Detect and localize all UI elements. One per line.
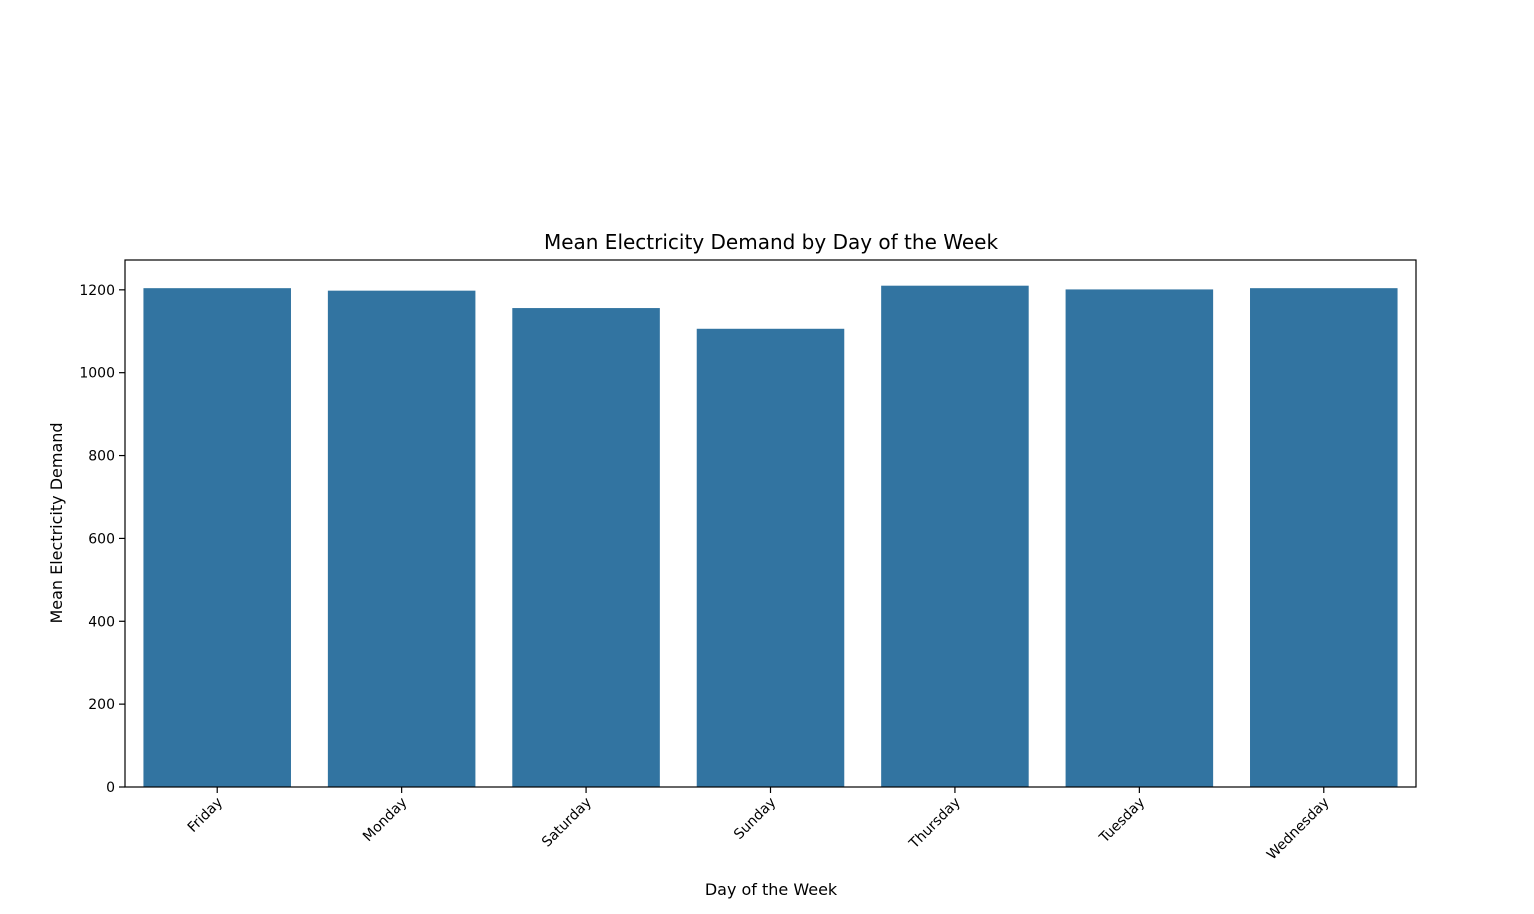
chart-title: Mean Electricity Demand by Day of the We… xyxy=(544,230,998,254)
bars-layer xyxy=(143,285,1398,787)
bar-friday xyxy=(143,288,291,787)
bar-tuesday xyxy=(1065,289,1214,787)
y-tick-label: 200 xyxy=(88,697,115,713)
x-tick-label: Thursday xyxy=(906,795,964,853)
x-tick-label: Tuesday xyxy=(1096,795,1148,847)
x-axis-label: Day of the Week xyxy=(705,880,838,899)
x-tick-label: Monday xyxy=(360,795,410,845)
y-tick-label: 400 xyxy=(88,614,115,630)
y-tick-label: 600 xyxy=(88,531,115,547)
y-tick-label: 0 xyxy=(106,780,115,796)
x-tick-label: Wednesday xyxy=(1264,795,1333,864)
bar-saturday xyxy=(512,308,660,787)
bar-wednesday xyxy=(1250,288,1398,787)
y-tick-label: 800 xyxy=(88,449,115,465)
bar-sunday xyxy=(696,328,845,787)
x-tick-label: Sunday xyxy=(731,795,779,843)
x-tick-label: Friday xyxy=(185,795,226,836)
x-tick-label: Saturday xyxy=(539,795,595,851)
bar-monday xyxy=(327,290,476,787)
bar-thursday xyxy=(881,285,1029,787)
y-tick-label: 1000 xyxy=(79,366,115,382)
y-tick-label: 1200 xyxy=(79,283,115,299)
y-axis-label: Mean Electricity Demand xyxy=(47,422,66,623)
